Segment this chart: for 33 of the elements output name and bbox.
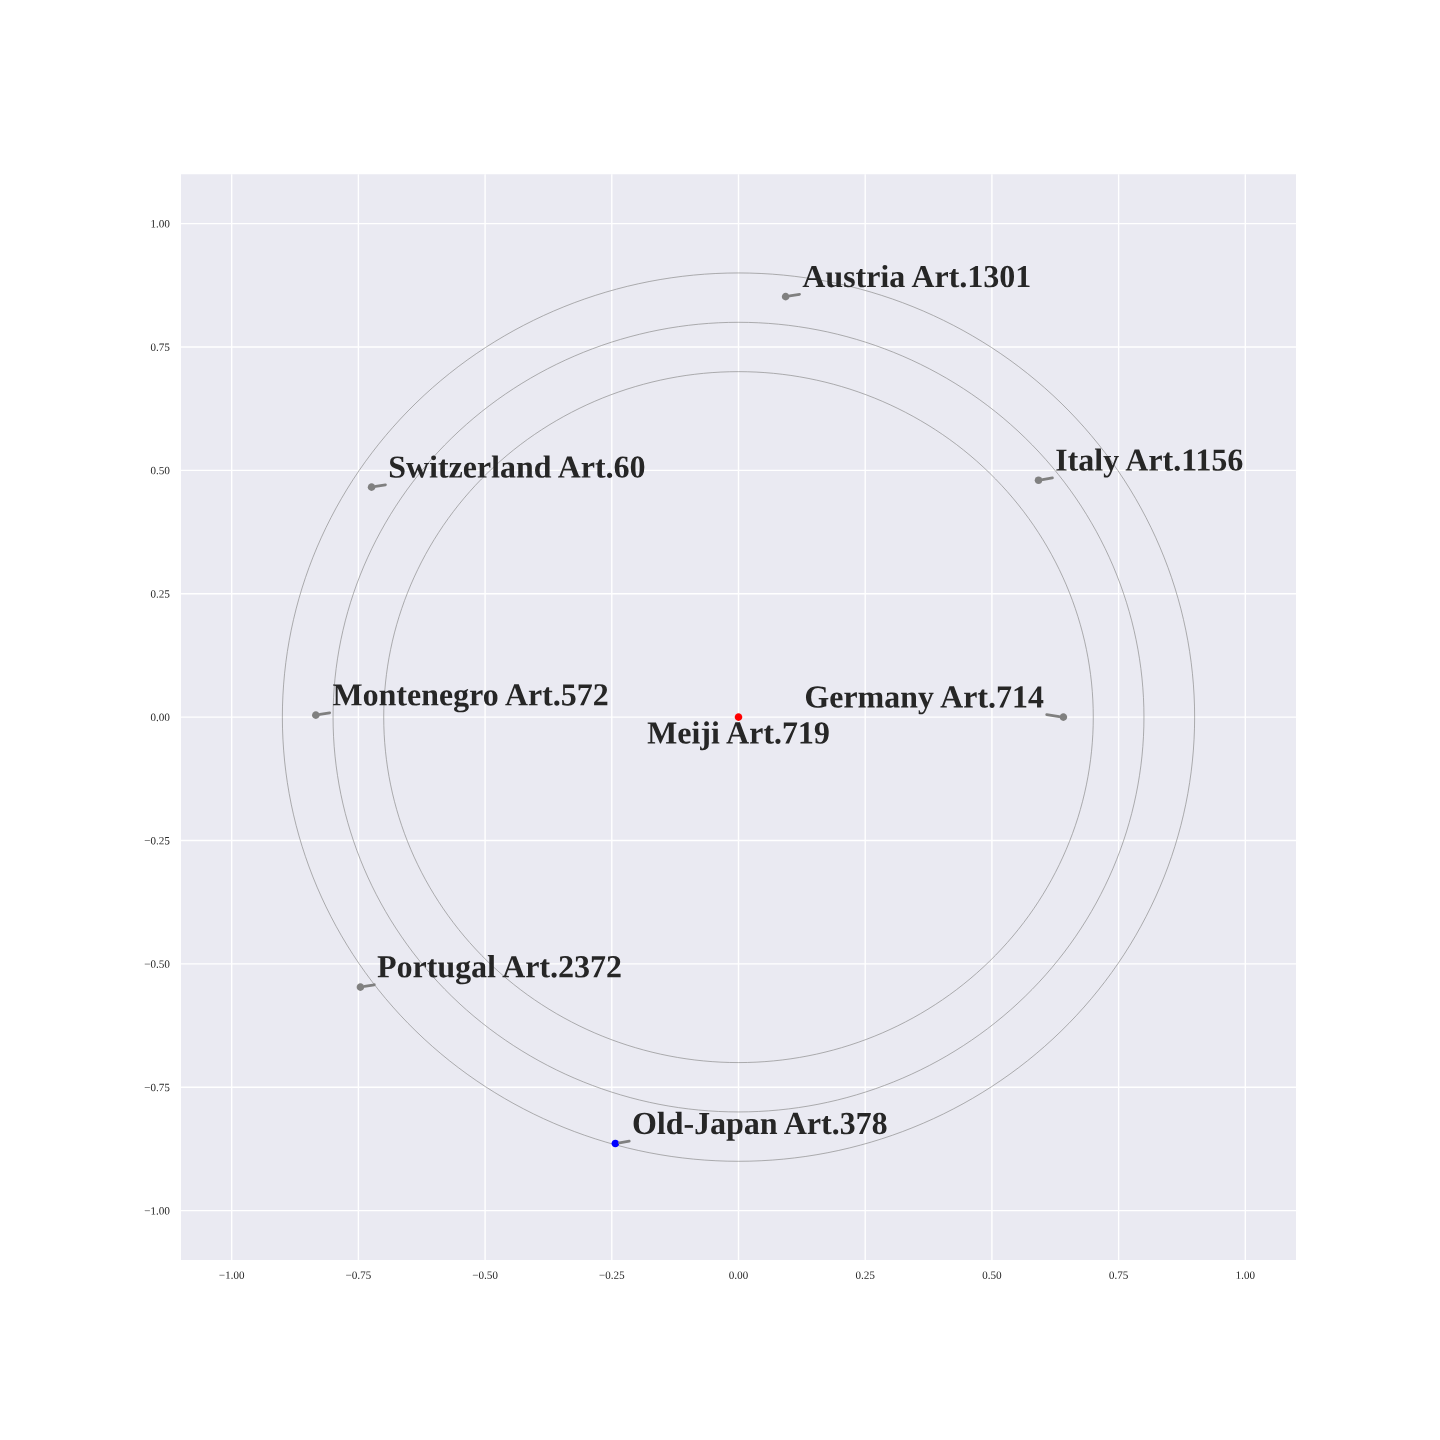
y-tick-label: 0.25 <box>150 590 170 598</box>
x-tick-label: −0.25 <box>599 1271 625 1279</box>
x-tick-label: −0.50 <box>472 1271 498 1279</box>
point <box>1034 476 1043 485</box>
x-tick-label: 1.00 <box>1236 1271 1255 1279</box>
point <box>367 483 376 491</box>
annotation: Italy Art.1156 <box>1056 448 1243 478</box>
annotation: Switzerland Art.60 <box>389 455 645 479</box>
annotation: Germany Art.714 <box>805 686 1044 715</box>
annotation: Portugal Art.2372 <box>377 955 621 985</box>
y-tick-label: 1.00 <box>151 220 170 228</box>
y-tick-label: −0.25 <box>144 836 170 845</box>
y-tick-label: −0.50 <box>144 960 170 968</box>
y-tick-label: 0.50 <box>150 466 170 475</box>
x-tick-label: 0.00 <box>729 1271 748 1279</box>
point <box>356 983 365 991</box>
annotation: Austria Art.1301 <box>802 264 1030 288</box>
x-tick-label: 0.25 <box>855 1271 875 1279</box>
annotation: Old-Japan Art.378 <box>633 1111 887 1141</box>
point <box>312 711 320 719</box>
x-tick-label: −1.00 <box>219 1271 245 1279</box>
y-tick-label: 0.75 <box>150 343 170 351</box>
y-tick-label: 0.00 <box>150 713 170 722</box>
point <box>611 1139 620 1148</box>
x-tick-label: 0.50 <box>982 1271 1002 1279</box>
y-tick-label: −0.75 <box>144 1083 170 1092</box>
annotation: Montenegro Art.572 <box>333 684 608 713</box>
point <box>1059 713 1068 721</box>
y-tick-label: −1.00 <box>144 1207 170 1215</box>
x-tick-label: −0.75 <box>346 1271 371 1279</box>
x-tick-label: 0.75 <box>1109 1271 1128 1279</box>
annotation: Meiji Art.719 <box>647 721 829 751</box>
point <box>781 292 790 301</box>
